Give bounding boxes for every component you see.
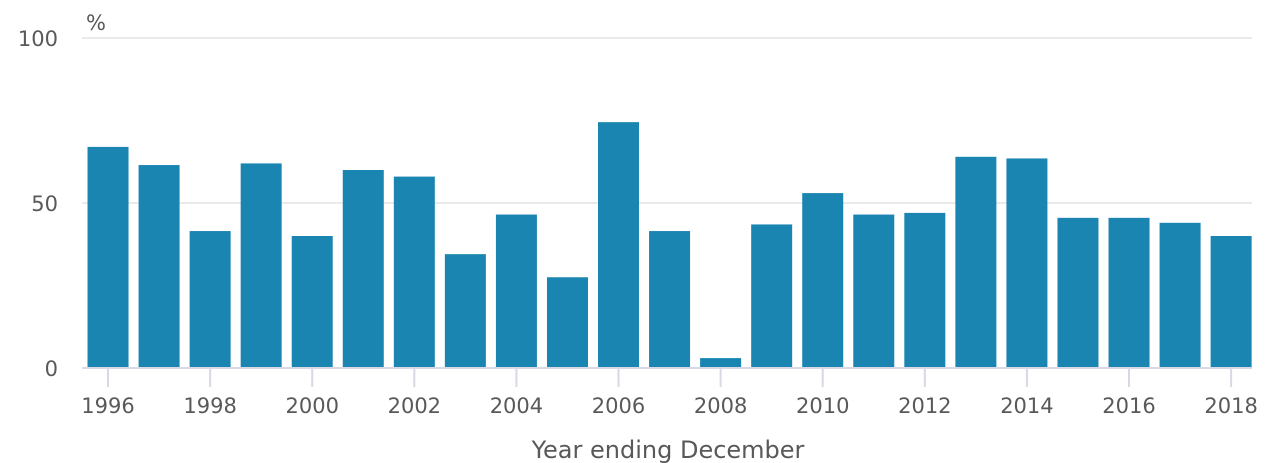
bar-1998 <box>189 231 231 368</box>
x-tick-label: 2000 <box>285 394 338 418</box>
y-tick-label: 0 <box>45 357 58 381</box>
bar-2018 <box>1210 236 1252 368</box>
bar-2000 <box>291 236 333 368</box>
bar-2002 <box>393 176 435 368</box>
x-tick-label: 2002 <box>388 394 441 418</box>
x-tick-label: 2018 <box>1204 394 1257 418</box>
y-tick-label: 100 <box>18 27 58 51</box>
axis-layer: 0 50 100 1996 1998 2000 2002 2004 2006 2008 2010 20… <box>18 27 1258 418</box>
y-unit-label: % <box>86 11 106 35</box>
bar-2003 <box>444 254 486 368</box>
bar-2016 <box>1108 217 1150 368</box>
bar-layer <box>87 122 1252 369</box>
x-tick-label: 2016 <box>1102 394 1155 418</box>
bar-2011 <box>853 214 895 368</box>
bar-1996 <box>87 146 129 368</box>
x-tick-label: 2014 <box>1000 394 1053 418</box>
bar-1999 <box>240 163 282 368</box>
bar-2004 <box>495 214 537 368</box>
x-tick-label: 1996 <box>81 394 134 418</box>
bar-2017 <box>1159 222 1201 368</box>
bar-2008 <box>700 358 742 368</box>
x-tick-label: 2004 <box>490 394 543 418</box>
bar-2013 <box>955 156 997 368</box>
bar-2001 <box>342 170 384 368</box>
bar-2005 <box>546 277 588 368</box>
x-tick-label: 2010 <box>796 394 849 418</box>
y-tick-label: 50 <box>31 192 58 216</box>
x-tick-label: 2008 <box>694 394 747 418</box>
x-tick-label: 2006 <box>592 394 645 418</box>
bar-2012 <box>904 212 946 368</box>
x-tick-label: 1998 <box>183 394 236 418</box>
bar-2006 <box>598 122 640 369</box>
x-tick-label: 2012 <box>898 394 951 418</box>
x-axis-title: Year ending December <box>531 436 805 463</box>
bar-2014 <box>1006 158 1048 368</box>
bar-2010 <box>802 193 844 368</box>
bar-1997 <box>138 165 180 368</box>
bar-2007 <box>649 231 691 368</box>
bar-2009 <box>751 224 793 368</box>
bar-2015 <box>1057 217 1099 368</box>
